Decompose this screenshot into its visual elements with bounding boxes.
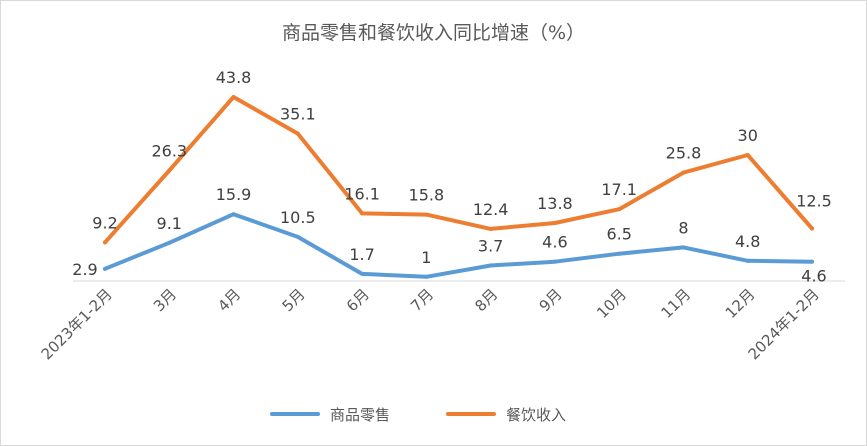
x-tick-label-1: 3月 [150, 285, 180, 315]
data-label-1-6: 12.4 [473, 200, 509, 219]
data-point-0-11 [810, 259, 814, 264]
x-tick-label-5: 7月 [407, 285, 437, 315]
x-tick-label-3: 5月 [279, 285, 309, 315]
data-point-1-1 [167, 168, 172, 173]
x-tick-label-7: 9月 [536, 285, 566, 315]
x-tick-label-2: 4月 [214, 285, 244, 315]
data-point-0-8 [617, 251, 622, 256]
series-layer [103, 95, 814, 279]
data-label-1-3: 35.1 [280, 105, 316, 124]
data-label-0-11: 4.6 [801, 267, 826, 286]
data-label-0-10: 4.8 [735, 232, 760, 251]
data-point-1-9 [681, 170, 686, 175]
data-point-1-0 [103, 240, 107, 245]
data-point-0-7 [552, 259, 557, 264]
series-line-1 [103, 95, 814, 245]
legend: 商品零售 餐饮收入 [270, 406, 566, 424]
data-label-layer: 2.9 9.1 15.9 10.5 1.7 1 3.7 4.6 6.5 8 4.8 4.6 9.2 26.… [72, 68, 832, 286]
data-label-1-2: 43.8 [216, 68, 252, 87]
data-label-1-10: 30 [738, 126, 758, 145]
x-tick-label-4: 6月 [343, 285, 373, 315]
data-point-0-10 [745, 258, 750, 263]
x-tick-layer: 2023年1-2月 3月 4月 5月 6月 7月 8月 9月 10月 11月 12月2024年1-2… [38, 285, 823, 363]
data-label-0-4: 1.7 [349, 245, 374, 264]
data-point-0-6 [488, 263, 493, 268]
data-point-1-3 [295, 131, 300, 136]
x-tick-label-8: 10月 [593, 285, 630, 322]
data-label-0-5: 1 [421, 248, 431, 267]
data-label-0-7: 4.6 [542, 233, 567, 252]
data-point-1-8 [617, 207, 622, 212]
x-tick-label-10: 12月 [722, 285, 759, 322]
data-label-1-7: 13.8 [537, 194, 573, 213]
data-point-0-0 [103, 266, 107, 271]
data-label-0-8: 6.5 [606, 225, 631, 244]
data-point-1-7 [552, 221, 557, 226]
data-point-0-2 [231, 212, 236, 217]
legend-label-1: 餐饮收入 [506, 406, 566, 424]
data-label-1-11: 12.5 [796, 192, 832, 211]
data-label-0-6: 3.7 [478, 236, 503, 255]
data-label-0-3: 10.5 [280, 208, 316, 227]
data-label-0-2: 15.9 [216, 185, 252, 204]
data-point-0-5 [424, 274, 429, 279]
data-label-1-4: 16.1 [344, 184, 380, 203]
data-point-1-6 [488, 226, 493, 231]
data-label-1-8: 17.1 [601, 180, 637, 199]
data-point-1-11 [810, 226, 814, 231]
data-point-0-1 [167, 240, 172, 245]
data-point-1-4 [360, 211, 365, 216]
data-label-0-9: 8 [678, 218, 688, 237]
data-label-1-5: 15.8 [409, 186, 445, 205]
data-label-1-9: 25.8 [666, 144, 702, 163]
x-tick-label-6: 8月 [471, 285, 501, 315]
legend-label-0: 商品零售 [330, 406, 390, 424]
data-point-1-5 [424, 212, 429, 217]
data-point-0-9 [681, 245, 686, 250]
data-label-1-0: 9.2 [92, 213, 117, 232]
data-label-1-1: 26.3 [151, 142, 187, 161]
data-label-0-0: 2.9 [72, 260, 97, 279]
series-line-0 [103, 212, 814, 279]
data-label-0-1: 9.1 [157, 214, 182, 233]
data-point-0-4 [360, 271, 365, 276]
chart-title: 商品零售和餐饮收入同比增速（%） [281, 22, 586, 44]
data-point-0-3 [295, 234, 300, 239]
x-tick-label-9: 11月 [657, 285, 694, 322]
data-point-1-10 [745, 153, 750, 157]
data-point-1-2 [231, 95, 236, 100]
x-tick-label-0: 2023年1-2月 [38, 285, 116, 363]
